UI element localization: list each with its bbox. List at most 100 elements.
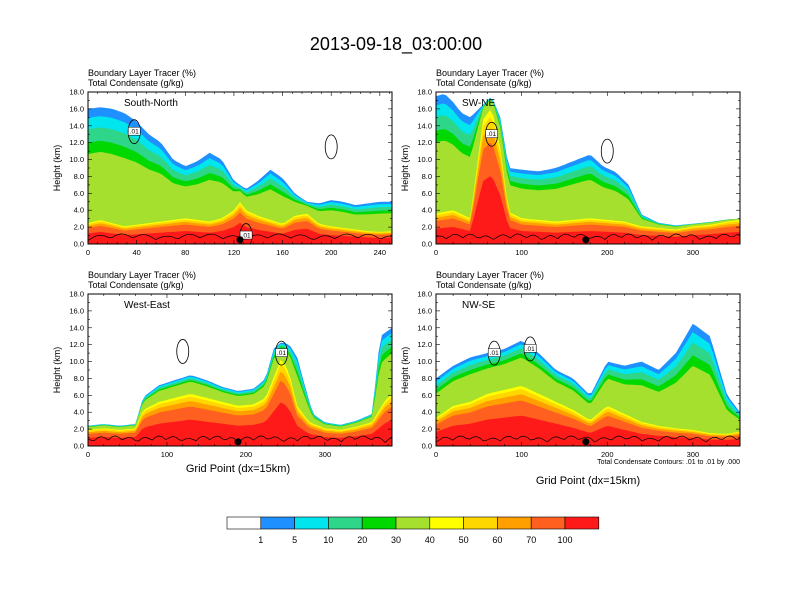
y-tick-label: 14.0 xyxy=(69,121,84,130)
y-tick-label: 12.0 xyxy=(417,138,432,147)
boundary-layer-band-6 xyxy=(88,402,392,446)
x-tick-label: 0 xyxy=(86,450,90,459)
y-tick-label: 4.0 xyxy=(422,408,432,417)
colorbar-swatch xyxy=(260,516,295,530)
location-marker xyxy=(234,438,242,446)
colorbar-label: 10 xyxy=(323,535,333,545)
y-tick-label: 2.0 xyxy=(74,425,84,434)
panel-4: .01 .01 0 100 200 300 0.0 2.0 4.0 6.0 8.0 10.0 12.0 1… xyxy=(400,270,741,459)
y-axis-title: Height (km) xyxy=(400,145,410,192)
x-tick-label: 0 xyxy=(434,248,438,257)
panel-2: .01 0 100 200 300 0.0 2.0 4.0 6.0 8.0 10.0 12.0 14.0… xyxy=(400,68,741,257)
y-tick-label: 6.0 xyxy=(422,391,432,400)
x-tick-label: 0 xyxy=(434,450,438,459)
location-marker xyxy=(582,236,590,244)
x-tick-label: 120 xyxy=(228,248,241,257)
y-tick-label: 6.0 xyxy=(74,391,84,400)
tracer-field: .01 xyxy=(436,94,740,244)
y-tick-label: 16.0 xyxy=(69,306,84,315)
x-tick-label: 40 xyxy=(132,248,140,257)
y-tick-label: 0.0 xyxy=(422,442,432,451)
main-title: 2013-09-18_03:00:00 xyxy=(310,34,482,55)
y-axis-title: Height (km) xyxy=(400,347,410,394)
tracer-field: .01 xyxy=(88,327,392,446)
colorbar-label: 60 xyxy=(492,535,502,545)
colorbar-label: 100 xyxy=(557,535,572,545)
x-tick-label: 100 xyxy=(161,450,174,459)
upper-tracer-band-5 xyxy=(436,99,740,244)
y-tick-label: 14.0 xyxy=(417,121,432,130)
y-tick-label: 2.0 xyxy=(422,223,432,232)
y-tick-label: 2.0 xyxy=(422,425,432,434)
y-tick-label: 0.0 xyxy=(74,240,84,249)
y-tick-label: 16.0 xyxy=(417,306,432,315)
panel-1: .01 .01 0 40 80 120 160 200 240 0.0 2.0 4.0 6.0 8.0 10… xyxy=(52,68,393,257)
y-tick-label: 10.0 xyxy=(417,155,432,164)
x-tick-label: 300 xyxy=(319,450,332,459)
contour-label: .01 xyxy=(490,350,499,357)
variable-label: Boundary Layer Tracer (%) xyxy=(88,270,196,280)
variable-label: Total Condensate (g/kg) xyxy=(436,280,532,290)
x-tick-label: 200 xyxy=(240,450,253,459)
y-tick-label: 8.0 xyxy=(74,374,84,383)
contour-footnote: Total Condensate Contours: .01 to .01 by… xyxy=(597,459,740,466)
contour-label: .01 xyxy=(130,129,139,136)
colorbar-swatch xyxy=(328,516,363,530)
location-marker xyxy=(236,236,244,244)
colorbar: 1 5 10 20 30 40 50 60 70 100 xyxy=(226,516,600,545)
x-tick-label: 200 xyxy=(601,450,614,459)
colorbar-swatch xyxy=(463,516,498,530)
y-tick-label: 10.0 xyxy=(69,155,84,164)
colorbar-label: 70 xyxy=(526,535,536,545)
variable-label: Boundary Layer Tracer (%) xyxy=(436,270,544,280)
x-tick-label: 200 xyxy=(601,248,614,257)
y-tick-label: 14.0 xyxy=(417,323,432,332)
panels-group: .01 .01 0 40 80 120 160 200 240 0.0 2.0 4.0 6.0 8.0 10… xyxy=(52,68,741,459)
x-tick-label: 240 xyxy=(374,248,387,257)
y-axis-title: Height (km) xyxy=(52,145,62,192)
variable-label: Total Condensate (g/kg) xyxy=(88,78,184,88)
y-tick-label: 6.0 xyxy=(74,189,84,198)
colorbar-swatch xyxy=(226,516,262,530)
x-axis-title-left: Grid Point (dx=15km) xyxy=(186,463,290,475)
colorbar-label: 30 xyxy=(391,535,401,545)
colorbar-swatch xyxy=(395,516,431,530)
boundary-layer-band-6 xyxy=(436,176,740,244)
y-tick-label: 4.0 xyxy=(422,206,432,215)
y-tick-label: 8.0 xyxy=(422,374,432,383)
tracer-field: .01 .01 xyxy=(436,323,740,446)
x-tick-label: 300 xyxy=(687,450,700,459)
x-axis-title-right: Grid Point (dx=15km) xyxy=(536,475,640,487)
panel-label: SW-NE xyxy=(462,98,495,109)
contour-label: .01 xyxy=(277,350,286,357)
y-axis-title: Height (km) xyxy=(52,347,62,394)
location-marker xyxy=(582,438,590,446)
terrain-contour xyxy=(436,435,740,443)
panel-label: NW-SE xyxy=(462,300,495,311)
condensate-contour xyxy=(176,339,190,364)
y-tick-label: 4.0 xyxy=(74,408,84,417)
y-tick-label: 12.0 xyxy=(69,138,84,147)
colorbar-swatch xyxy=(294,516,329,530)
y-tick-label: 12.0 xyxy=(69,340,84,349)
y-tick-label: 10.0 xyxy=(69,357,84,366)
variable-label: Total Condensate (g/kg) xyxy=(88,280,184,290)
y-tick-label: 18.0 xyxy=(417,290,432,299)
y-tick-label: 18.0 xyxy=(69,290,84,299)
contour-label: .01 xyxy=(526,346,535,353)
y-tick-label: 16.0 xyxy=(69,104,84,113)
colorbar-label: 40 xyxy=(425,535,435,545)
y-tick-label: 0.0 xyxy=(74,442,84,451)
colorbar-swatch xyxy=(530,516,566,530)
condensate-contour xyxy=(324,134,338,160)
y-tick-label: 18.0 xyxy=(69,88,84,97)
colorbar-swatch xyxy=(429,516,464,530)
colorbar-label: 1 xyxy=(258,535,263,545)
x-tick-label: 100 xyxy=(515,450,528,459)
contour-label: .01 xyxy=(487,131,496,138)
colorbar-swatch xyxy=(497,516,532,530)
panel-label: South-North xyxy=(124,98,178,109)
variable-label: Total Condensate (g/kg) xyxy=(436,78,532,88)
colorbar-label: 5 xyxy=(292,535,297,545)
